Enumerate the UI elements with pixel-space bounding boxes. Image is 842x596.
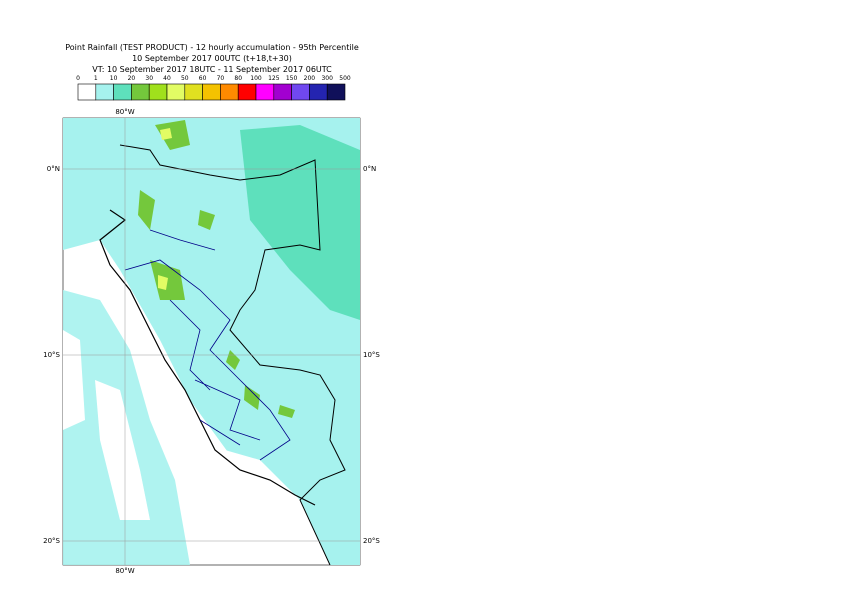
legend-tick-label: 200 xyxy=(304,75,316,82)
legend-swatch xyxy=(237,83,257,101)
legend-tick-label: 100 xyxy=(250,75,262,82)
legend-swatch xyxy=(309,83,328,101)
legend-tick-label: 70 xyxy=(217,75,225,82)
legend-tick-label: 500 xyxy=(339,75,351,82)
legend-tick-label: 150 xyxy=(286,75,298,82)
legend-swatch xyxy=(202,83,221,101)
legend-tick-label: 30 xyxy=(145,75,153,82)
legend-tick-label: 80 xyxy=(234,75,242,82)
legend-swatch xyxy=(95,83,114,101)
legend-tick-label: 40 xyxy=(163,75,171,82)
latitude-label: 10°S xyxy=(43,351,60,359)
latitude-label: 20°S xyxy=(363,537,380,545)
legend-swatch xyxy=(131,83,150,101)
legend-swatch xyxy=(113,83,132,101)
longitude-label: 80°W xyxy=(115,108,134,116)
legend-swatch xyxy=(255,83,275,101)
legend-tick-label: 0 xyxy=(76,75,80,82)
legend-tick-label: 300 xyxy=(321,75,333,82)
latitude-label: 20°S xyxy=(43,537,60,545)
legend-swatch xyxy=(220,83,239,101)
map: 80°W 80°W 0°N 0°N 10°S 10°S 20°S 20°S xyxy=(43,108,380,575)
legend-swatch xyxy=(291,83,310,101)
latitude-label: 10°S xyxy=(363,351,380,359)
legend-swatch xyxy=(77,83,97,101)
legend-tick-label: 1 xyxy=(94,75,98,82)
legend-tick-label: 10 xyxy=(110,75,118,82)
legend-swatch xyxy=(184,83,203,101)
legend-swatch xyxy=(273,83,292,101)
title-line: Point Rainfall (TEST PRODUCT) - 12 hourl… xyxy=(65,43,359,52)
legend-swatch xyxy=(148,83,168,101)
longitude-label: 80°W xyxy=(115,567,134,575)
legend-swatch xyxy=(326,83,346,101)
legend-tick-label: 20 xyxy=(128,75,136,82)
legend-swatch xyxy=(166,83,186,101)
latitude-label: 0°N xyxy=(47,165,60,173)
legend: 0 1 10 20 30 40 50 60 70 80 100 125 150 200 300 500 xyxy=(76,75,351,101)
legend-tick-label: 50 xyxy=(181,75,189,82)
title-line: VT: 10 September 2017 18UTC - 11 Septemb… xyxy=(92,65,332,74)
latitude-label: 0°N xyxy=(363,165,376,173)
title-line: 10 September 2017 00UTC (t+18,t+30) xyxy=(132,54,292,63)
legend-tick-label: 125 xyxy=(268,75,280,82)
legend-tick-label: 60 xyxy=(199,75,207,82)
